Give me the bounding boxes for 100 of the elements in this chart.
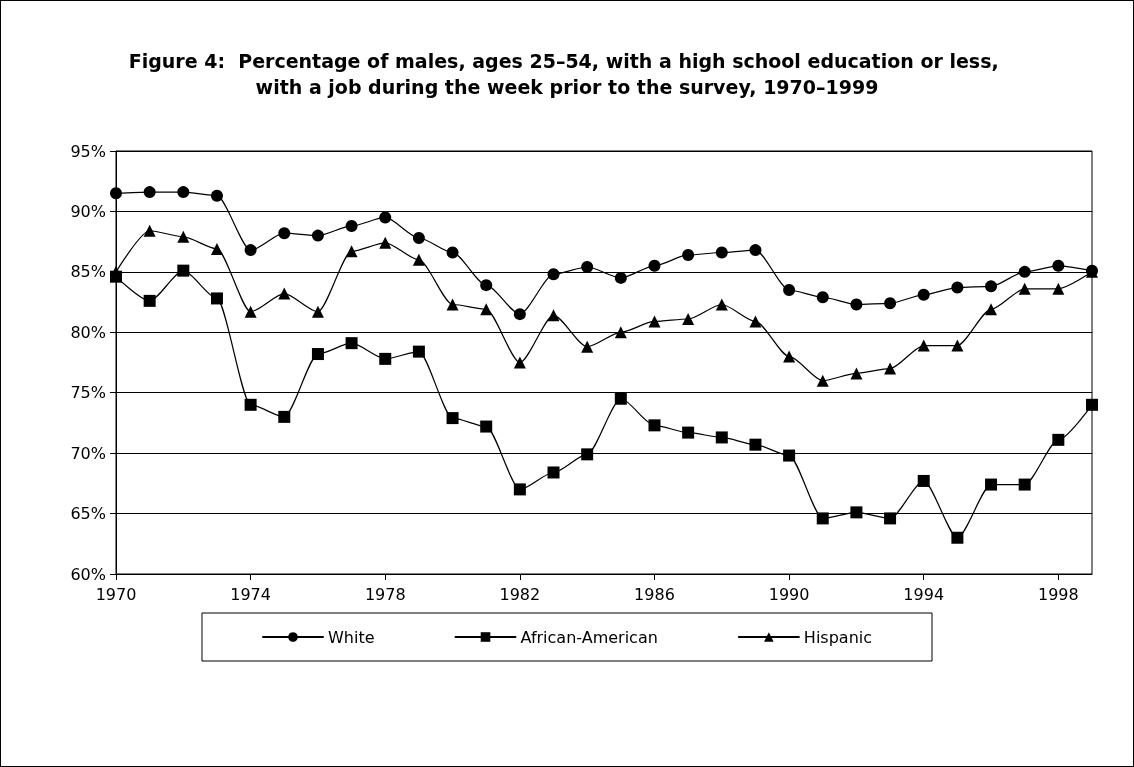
point (850, 367, 863, 380)
point (951, 339, 964, 352)
point (446, 246, 459, 259)
point (1052, 259, 1065, 272)
y-tick-label: 65% (70, 504, 106, 524)
point (547, 268, 560, 281)
point (379, 236, 392, 249)
point (1052, 282, 1065, 295)
point (143, 294, 156, 307)
point (985, 478, 998, 491)
y-tick-label: 80% (70, 322, 106, 342)
point (648, 419, 661, 432)
point (278, 227, 291, 240)
point (446, 412, 459, 425)
point (210, 292, 223, 305)
y-tick-label: 70% (70, 443, 106, 463)
legend-label: African-American (520, 627, 658, 647)
x-tick-label: 1970 (95, 584, 137, 604)
chart-title: Figure 4: Percentage of males, ages 25–54, with a high school education or less, with a job during the week prior to the survey, 1970–1999 (128, 50, 1006, 98)
x-tick-label: 1978 (364, 584, 406, 604)
y-tick-label: 75% (70, 383, 106, 403)
y-tick-label: 85% (70, 262, 106, 282)
point (513, 483, 526, 496)
point (513, 308, 526, 321)
point (412, 345, 425, 358)
point (917, 288, 930, 301)
y-tick-label: 90% (70, 201, 106, 221)
point (749, 438, 762, 451)
point (1018, 282, 1031, 295)
point (513, 356, 526, 369)
point (917, 339, 930, 352)
point (682, 248, 695, 261)
point (110, 187, 122, 200)
point (143, 224, 156, 237)
point (177, 186, 190, 199)
point (1086, 398, 1098, 411)
point (783, 449, 796, 462)
point (614, 326, 627, 339)
point (884, 297, 897, 310)
legend-label: White (327, 627, 375, 647)
point (816, 512, 829, 525)
point (345, 245, 358, 258)
point (278, 287, 291, 300)
point (143, 186, 156, 199)
point (783, 283, 796, 296)
point (581, 448, 594, 461)
x-tick-label: 1990 (768, 584, 810, 604)
point (244, 398, 257, 411)
point (715, 246, 728, 259)
point (783, 350, 796, 363)
point (951, 281, 964, 294)
x-tick-label: 1998 (1037, 584, 1079, 604)
point (446, 298, 459, 311)
point (715, 298, 728, 311)
point (1018, 478, 1031, 491)
point (210, 242, 223, 255)
point (749, 244, 762, 257)
point (884, 512, 897, 525)
point (480, 420, 493, 433)
x-tick-label: 1994 (903, 584, 945, 604)
point (547, 466, 560, 479)
point (951, 531, 964, 544)
y-tick-label: 95% (70, 141, 106, 161)
point (412, 232, 425, 245)
point (278, 410, 291, 423)
point (985, 303, 998, 316)
point (379, 352, 392, 365)
point (614, 392, 627, 405)
point (480, 279, 493, 292)
point (682, 312, 695, 325)
point (850, 506, 863, 519)
point (749, 315, 762, 328)
point (345, 337, 358, 350)
point (1052, 433, 1065, 446)
point (244, 244, 257, 257)
point (682, 426, 695, 439)
x-tick-label: 1986 (634, 584, 675, 604)
point (412, 253, 425, 266)
point (850, 298, 863, 311)
point (648, 259, 661, 272)
y-tick-label: 60% (70, 564, 106, 584)
point (581, 340, 594, 353)
point (884, 362, 897, 375)
legend-label: Hispanic (803, 627, 873, 647)
point (1018, 265, 1031, 278)
point (480, 303, 493, 316)
x-tick-label: 1982 (499, 584, 541, 604)
point (311, 348, 324, 361)
x-tick-label: 1974 (230, 584, 271, 604)
point (715, 431, 728, 444)
point (379, 211, 392, 224)
point (311, 229, 324, 242)
point (985, 280, 998, 293)
point (244, 305, 257, 318)
point (177, 230, 190, 243)
point (177, 264, 190, 277)
point (311, 305, 324, 318)
point (816, 374, 829, 387)
point (547, 309, 560, 322)
point (917, 474, 930, 487)
